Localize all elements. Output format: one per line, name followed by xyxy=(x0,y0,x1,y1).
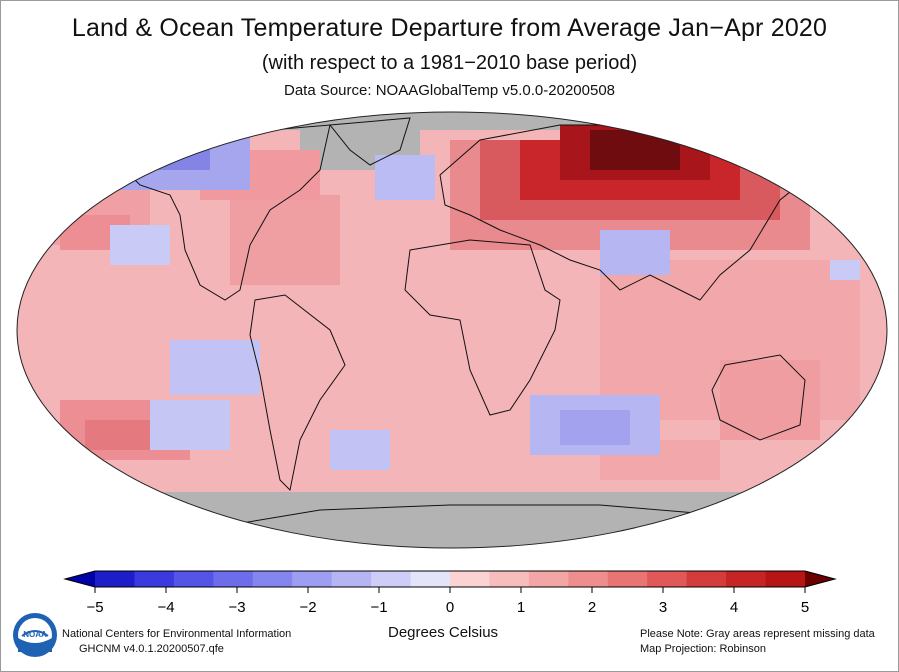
legend-swatch xyxy=(173,571,214,587)
south-america-coast xyxy=(249,294,346,492)
legend-low-arrow xyxy=(65,571,95,587)
globe-outline xyxy=(16,111,888,549)
legend-swatch xyxy=(489,571,530,587)
legend-swatch xyxy=(371,571,412,587)
legend-swatch xyxy=(726,571,767,587)
noaa-logo: NOAA xyxy=(13,613,57,657)
projection-note: Map Projection: Robinson xyxy=(640,643,766,655)
greenland-coast xyxy=(329,117,411,166)
legend-tick-label: 4 xyxy=(730,599,738,616)
legend-tick-label: −1 xyxy=(370,599,387,616)
legend-swatch xyxy=(568,571,609,587)
legend-tick-label: 3 xyxy=(659,599,667,616)
legend-tick-label: 0 xyxy=(446,599,454,616)
org-name: National Centers for Environmental Infor… xyxy=(62,628,292,640)
legend-swatch xyxy=(331,571,372,587)
legend-tick-label: 2 xyxy=(588,599,596,616)
legend-tick-label: 1 xyxy=(517,599,525,616)
legend-swatch xyxy=(686,571,727,587)
legend-swatch xyxy=(252,571,293,587)
missing-data-note: Please Note: Gray areas represent missin… xyxy=(640,628,875,640)
legend-units: Degrees Celsius xyxy=(388,624,499,641)
legend-colorbar xyxy=(63,570,837,588)
map-subtitle: (with respect to a 1981−2010 base period… xyxy=(261,52,638,74)
legend-tick-label: −3 xyxy=(228,599,245,616)
data-source: Data Source: NOAAGlobalTemp v5.0.0-20200… xyxy=(283,82,616,99)
legend-ticks: −5 −4 −3 −2 −1 0 1 2 3 4 5 xyxy=(86,587,809,616)
legend-swatch xyxy=(292,571,333,587)
legend-tick-label: 5 xyxy=(801,599,809,616)
legend-swatch xyxy=(647,571,688,587)
legend-swatch xyxy=(95,571,135,587)
legend-swatch xyxy=(410,571,451,587)
legend-swatch xyxy=(450,571,490,587)
map-title: Land & Ocean Temperature Departure from … xyxy=(71,14,828,42)
noaa-logo-text: NOAA xyxy=(23,630,47,639)
australia-coast xyxy=(711,354,806,441)
legend-swatch xyxy=(213,571,254,587)
legend-swatch xyxy=(765,571,806,587)
dataset-version: GHCNM v4.0.1.20200507.qfe xyxy=(79,643,224,655)
legend-high-arrow xyxy=(805,571,835,587)
legend-tick-label: −2 xyxy=(299,599,316,616)
africa-coast xyxy=(404,239,561,416)
legend-tick-label: −4 xyxy=(157,599,174,616)
legend-tick-label: −5 xyxy=(86,599,103,616)
legend-swatch xyxy=(134,571,175,587)
legend-swatch xyxy=(607,571,648,587)
legend-swatch xyxy=(528,571,569,587)
